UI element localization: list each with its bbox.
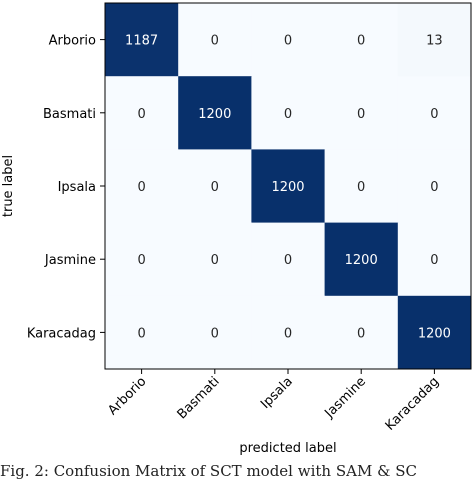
cell-value-label: 1200 xyxy=(345,253,378,268)
cell-value-label: 0 xyxy=(284,34,292,49)
matrix-cell xyxy=(251,222,326,297)
matrix-cell xyxy=(251,295,326,370)
cell-value-label: 0 xyxy=(430,253,438,268)
cell-value-label: 0 xyxy=(357,107,365,122)
matrix-cell xyxy=(105,222,179,297)
cell-value-label: 0 xyxy=(137,326,145,341)
matrix-cell xyxy=(397,3,472,77)
matrix-cell xyxy=(178,3,252,77)
matrix-cell xyxy=(105,3,179,77)
cell-value-label: 1187 xyxy=(125,34,158,49)
matrix-cell xyxy=(105,295,179,370)
cell-value-label: 1200 xyxy=(418,326,451,341)
cell-value-label: 0 xyxy=(357,180,365,195)
matrix-cell xyxy=(251,149,326,224)
cell-value-label: 0 xyxy=(137,253,145,268)
matrix-cell xyxy=(178,295,252,370)
matrix-cell xyxy=(251,3,326,77)
matrix-cell xyxy=(324,76,399,150)
x-tick-label: Basmati xyxy=(175,374,223,422)
cell-value-label: 0 xyxy=(137,107,145,122)
x-axis-label: predicted label xyxy=(239,441,336,456)
cell-value-label: 0 xyxy=(284,107,292,122)
y-axis-label: true label xyxy=(1,155,16,217)
y-tick-label: Basmati xyxy=(43,107,96,122)
y-tick-label: Arborio xyxy=(49,34,96,49)
cell-value-label: 0 xyxy=(430,180,438,195)
y-tick-label: Jasmine xyxy=(44,253,96,268)
matrix-cell xyxy=(105,76,179,150)
cell-value-label: 0 xyxy=(211,34,219,49)
cell-value-label: 13 xyxy=(426,34,443,49)
cell-value-label: 0 xyxy=(211,253,219,268)
matrix-cell xyxy=(397,149,472,224)
matrix-cell xyxy=(324,3,399,77)
cell-value-label: 0 xyxy=(357,34,365,49)
cell-value-label: 0 xyxy=(211,180,219,195)
x-tick-label: Arborio xyxy=(105,374,149,418)
matrix-cell xyxy=(324,149,399,224)
matrix-cell xyxy=(178,76,252,150)
x-tick-label: Jasmine xyxy=(322,374,369,421)
confusion-matrix-figure: 1187 0 0 0 13 0 1200 0 0 0 0 0 1200 0 0 0 0 0 1200 0 0 0 0 0 120… xyxy=(1,2,472,456)
cell-value-label: 0 xyxy=(284,326,292,341)
matrix-cell xyxy=(397,76,472,150)
matrix-cell xyxy=(178,222,252,297)
cell-value-label: 1200 xyxy=(271,180,304,195)
y-tick-label: Ipsala xyxy=(58,180,96,195)
cell-value-label: 1200 xyxy=(198,107,231,122)
y-tick-label: Karacadag xyxy=(27,326,96,341)
matrix-cell xyxy=(397,222,472,297)
cell-value-label: 0 xyxy=(137,180,145,195)
figure-caption: Fig. 2: Confusion Matrix of SCT model wi… xyxy=(0,462,417,480)
matrix-cell xyxy=(251,76,326,150)
cell-value-label: 0 xyxy=(211,326,219,341)
cell-value-label: 0 xyxy=(430,107,438,122)
matrix-cell xyxy=(178,149,252,224)
matrix-cells: 1187 0 0 0 13 0 1200 0 0 0 0 0 1200 0 0 0 0 0 1200 0 0 0 0 0 120… xyxy=(105,3,472,370)
matrix-cell xyxy=(397,295,472,370)
cell-value-label: 0 xyxy=(284,253,292,268)
x-tick-label: Ipsala xyxy=(258,374,296,412)
x-tick-label: Karacadag xyxy=(383,374,443,434)
matrix-cell xyxy=(324,295,399,370)
matrix-cell xyxy=(105,149,179,224)
matrix-cell xyxy=(324,222,399,297)
cell-value-label: 0 xyxy=(357,326,365,341)
